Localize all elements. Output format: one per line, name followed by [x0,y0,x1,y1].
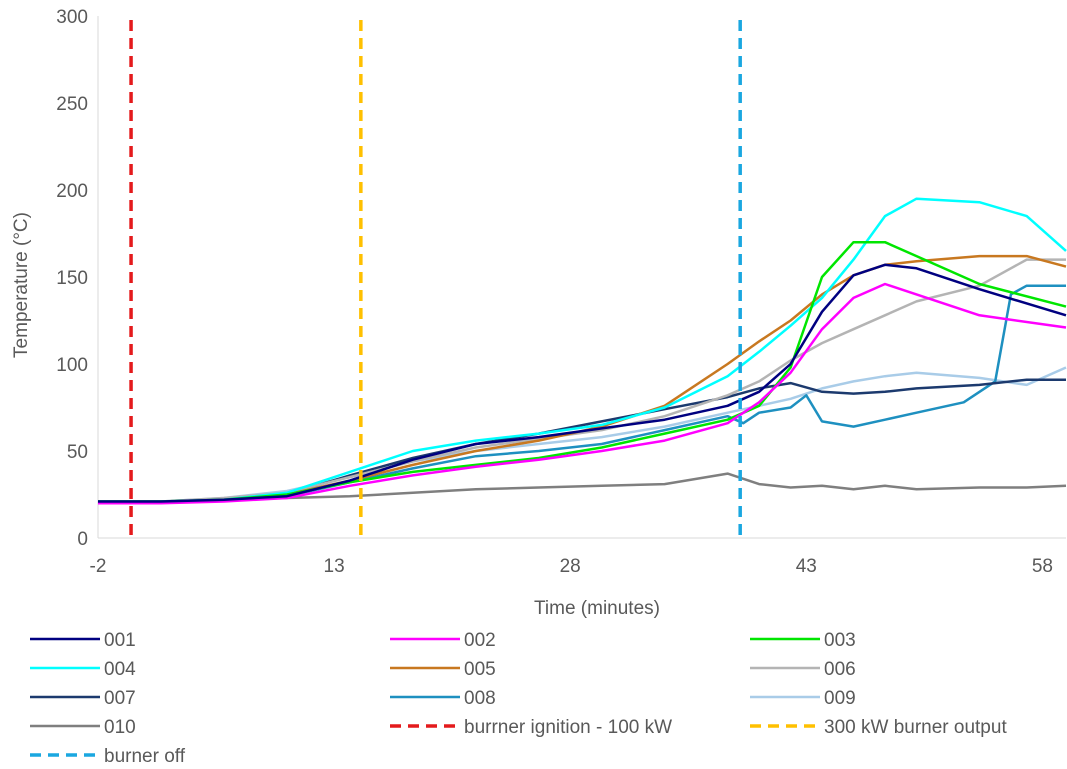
x-tick-label: -2 [90,556,107,577]
series-line-002 [98,282,1067,505]
series-layer [97,197,1067,505]
x-tick-labels: -2 13 28 43 58 [90,556,1053,577]
legend-label: 007 [104,688,136,709]
legend-label: 300 kW burner output [824,717,1007,738]
y-tick-labels: 0 50 100 150 200 250 300 [56,7,88,550]
series-line-010 [97,472,1067,505]
legend-label: 003 [824,630,856,651]
legend-label: burrner ignition - 100 kW [464,717,672,738]
y-tick-label: 50 [67,442,88,463]
plot-area: 0 50 100 150 200 250 300 -2 13 28 43 58 [56,7,1067,577]
y-tick-label: 250 [56,94,88,115]
legend-label: 010 [104,717,136,738]
x-tick-label: 43 [796,556,817,577]
legend-label: 006 [824,659,856,680]
series-line-008 [98,284,1066,503]
legend-label: 005 [464,659,496,680]
x-axis-title: Time (minutes) [534,598,660,619]
legend-label: 009 [824,688,856,709]
x-tick-label: 28 [560,556,581,577]
legend-label: 001 [104,630,136,651]
y-tick-label: 300 [56,7,88,28]
y-tick-label: 0 [77,529,88,550]
x-tick-label: 13 [324,556,345,577]
series-line-004 [98,197,1067,503]
series-line-005 [98,254,1067,503]
event-lines [129,20,742,538]
legend-label: 008 [464,688,496,709]
x-tick-label: 58 [1032,556,1053,577]
legend: 001 002 003 004 005 006 007 008 009 010 burrner ig… [30,630,1007,767]
y-tick-label: 200 [56,181,88,202]
y-tick-label: 100 [56,355,88,376]
legend-label: burner off [104,746,186,767]
legend-label: 002 [464,630,496,651]
legend-label: 004 [104,659,136,680]
series-line-001 [98,263,1067,503]
y-tick-label: 150 [56,268,88,289]
series-line-007 [98,378,1066,503]
series-line-003 [98,240,1067,503]
y-axis-title: Temperature (°C) [11,212,32,358]
